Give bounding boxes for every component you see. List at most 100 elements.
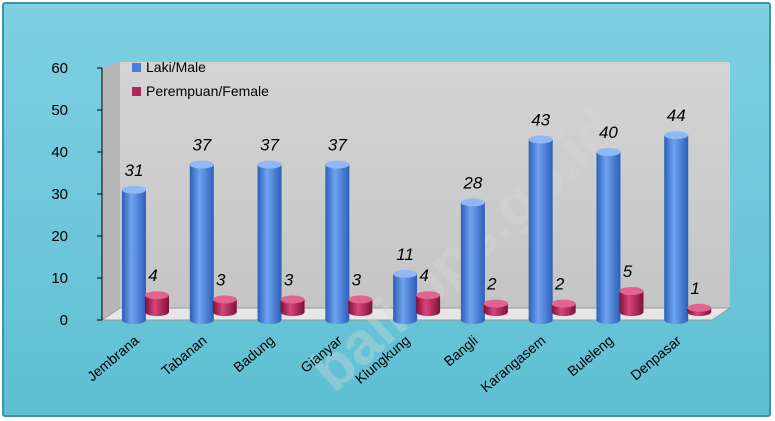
- bar-top: [145, 291, 169, 300]
- bar-top: [122, 185, 146, 194]
- x-tick-label: Tabanan: [158, 332, 209, 379]
- data-label: 28: [462, 173, 482, 192]
- bar-body: [551, 303, 576, 312]
- bar-top: [348, 295, 373, 304]
- bar-base: [145, 308, 169, 316]
- bar-top: [687, 303, 712, 312]
- data-label: 3: [216, 270, 226, 289]
- bar-top: [416, 291, 441, 300]
- data-label: 31: [125, 161, 144, 180]
- x-tick-label: Denpasar: [627, 332, 684, 383]
- data-label: 37: [192, 136, 211, 155]
- bar-female: [551, 299, 576, 316]
- bar-body: [528, 139, 553, 320]
- bar-body: [596, 152, 621, 320]
- data-label: 3: [352, 270, 362, 289]
- bar-top: [257, 160, 282, 169]
- data-label: 44: [667, 106, 686, 125]
- x-tick-label: Bangli: [441, 332, 481, 369]
- bar-female: [145, 291, 169, 316]
- bar-top: [280, 295, 305, 304]
- data-label: 2: [486, 275, 497, 294]
- legend-label: Laki/Male: [146, 59, 206, 75]
- bar-female: [348, 295, 373, 316]
- bar-top: [528, 135, 553, 144]
- bar-top: [619, 287, 644, 295]
- bar-body: [393, 273, 418, 320]
- bar-base: [325, 316, 350, 324]
- y-tick-label: 50: [51, 102, 68, 119]
- y-tick-label: 60: [51, 60, 68, 77]
- bar-base: [664, 316, 689, 324]
- bar-male: [393, 269, 418, 324]
- bar-female: [416, 291, 441, 316]
- x-tick-label: Jembrana: [84, 332, 142, 384]
- x-tick-label: Badung: [230, 332, 277, 375]
- legend-swatch: [132, 87, 141, 96]
- bar-base: [483, 308, 508, 316]
- data-label: 4: [419, 266, 428, 285]
- bar-body: [416, 295, 441, 312]
- data-label: 43: [531, 110, 550, 129]
- bar-base: [393, 316, 418, 324]
- data-label: 3: [284, 270, 294, 289]
- bar-female: [619, 287, 644, 316]
- bar-base: [122, 316, 146, 324]
- bar-base: [619, 308, 644, 316]
- bar-body: [189, 164, 214, 320]
- bar-base: [551, 308, 576, 316]
- bar-top: [325, 160, 350, 169]
- y-tick-label: 10: [51, 270, 68, 287]
- bar-base: [189, 316, 214, 324]
- data-labels: 31 4 37 3 37 3 37 3 11 4 28 2 43 2 40 5 44 1: [125, 106, 700, 298]
- bar-body: [664, 135, 689, 320]
- x-tick-label: Buleleng: [564, 332, 616, 379]
- bar-base: [212, 308, 237, 316]
- side-wall: [102, 62, 120, 320]
- bar-top: [551, 299, 576, 308]
- bar-base: [280, 308, 305, 316]
- bars: [122, 131, 712, 324]
- data-label: 11: [396, 245, 414, 264]
- bar-top: [596, 148, 621, 156]
- bar-male: [528, 135, 553, 324]
- bar-male: [596, 148, 621, 324]
- legend-label: Perempuan/Female: [146, 83, 269, 99]
- bar-male: [189, 160, 214, 324]
- bar-female: [483, 299, 508, 316]
- bar-top: [393, 269, 418, 278]
- data-label: 4: [148, 266, 157, 285]
- bar-female: [687, 303, 712, 316]
- y-tick-label: 30: [51, 186, 68, 203]
- bar-top: [460, 198, 485, 207]
- bar-body: [460, 202, 485, 320]
- bar-base: [596, 316, 621, 324]
- bar-body: [483, 303, 508, 312]
- bar-body: [145, 295, 169, 312]
- data-label: 5: [623, 262, 633, 281]
- bar-male: [257, 160, 282, 324]
- bar-top: [483, 299, 508, 308]
- bar-body: [619, 291, 644, 312]
- bar-top: [664, 131, 689, 140]
- bar-male: [325, 160, 350, 324]
- data-label: 37: [260, 136, 279, 155]
- y-tick-label: 0: [60, 312, 68, 329]
- legend-swatch: [132, 63, 141, 72]
- bar-body: [257, 164, 282, 320]
- x-tick-label: Karangasem: [477, 332, 548, 395]
- bar-base: [460, 316, 485, 324]
- y-axis: 0 10 20 30 40 50 60: [51, 60, 103, 329]
- bar-top: [212, 295, 237, 304]
- bar-male: [122, 185, 146, 324]
- bar-base: [528, 316, 553, 324]
- data-label: 2: [554, 275, 565, 294]
- data-label: 37: [328, 136, 347, 155]
- bar-male: [664, 131, 689, 324]
- bar-female: [280, 295, 305, 316]
- data-label: 1: [690, 279, 699, 298]
- bar-body: [325, 164, 350, 320]
- bar-body: [122, 189, 146, 320]
